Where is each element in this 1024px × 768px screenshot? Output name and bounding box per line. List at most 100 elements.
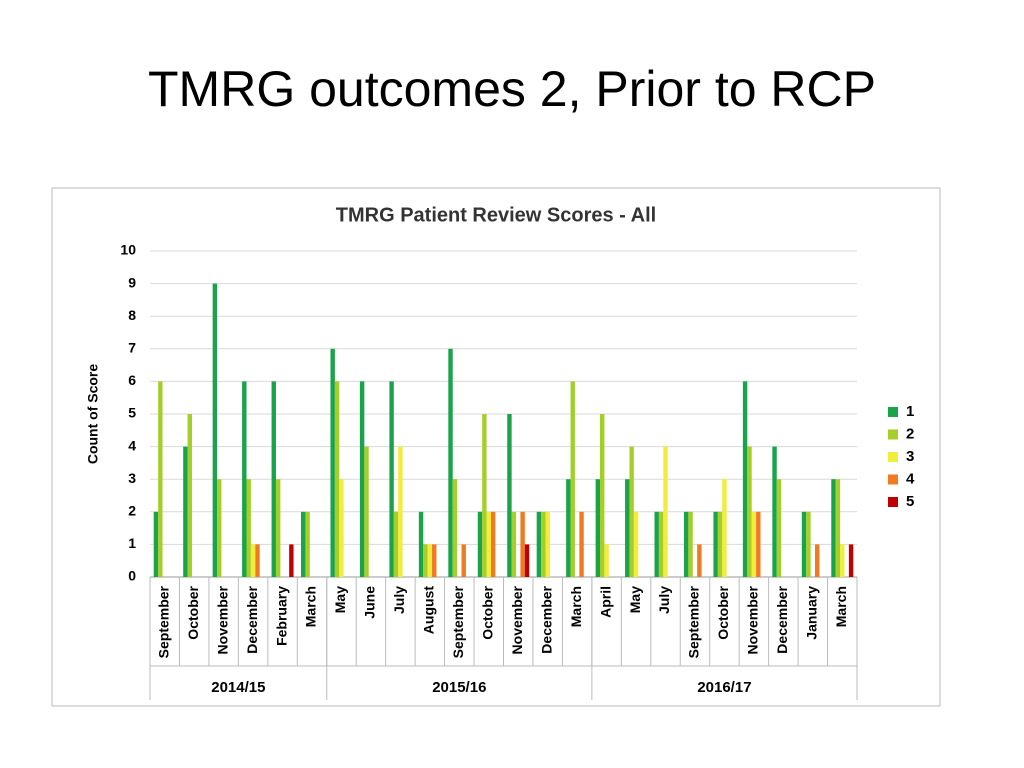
y-tick-label: 3 bbox=[128, 470, 136, 486]
bar bbox=[217, 479, 222, 577]
bar bbox=[713, 511, 718, 577]
legend-swatch bbox=[888, 452, 898, 462]
legend-label: 2 bbox=[906, 425, 914, 442]
legend-swatch bbox=[888, 474, 898, 485]
x-tick-label: November bbox=[509, 585, 525, 654]
bar bbox=[305, 511, 310, 577]
y-tick-label: 10 bbox=[120, 242, 136, 258]
x-tick-label: August bbox=[421, 586, 437, 635]
x-tick-label: September bbox=[686, 585, 702, 658]
bar bbox=[330, 348, 335, 577]
bar bbox=[432, 544, 437, 577]
x-tick-label: September bbox=[155, 585, 171, 658]
bar bbox=[334, 381, 340, 577]
x-tick-label: March bbox=[833, 586, 849, 627]
bar bbox=[271, 381, 276, 577]
bar bbox=[772, 446, 777, 577]
y-tick-label: 4 bbox=[128, 437, 136, 453]
legend-label: 1 bbox=[906, 403, 914, 420]
bar bbox=[595, 479, 601, 577]
bar bbox=[629, 446, 634, 577]
bar bbox=[359, 381, 365, 577]
bar bbox=[747, 446, 752, 577]
bar bbox=[158, 381, 163, 577]
bar bbox=[423, 544, 428, 577]
bar bbox=[389, 381, 394, 577]
bar bbox=[697, 544, 702, 577]
bar bbox=[801, 511, 807, 577]
x-tick-label: June bbox=[362, 586, 378, 619]
y-tick-label: 7 bbox=[128, 340, 136, 356]
bar bbox=[541, 511, 546, 577]
bar bbox=[835, 479, 841, 577]
legend-label: 4 bbox=[906, 470, 915, 487]
bar bbox=[507, 414, 512, 577]
legend-swatch bbox=[888, 497, 898, 507]
bar bbox=[545, 511, 550, 577]
x-tick-label: December bbox=[774, 585, 790, 653]
bar bbox=[570, 381, 575, 577]
bar bbox=[461, 544, 466, 577]
group-label: 2014/15 bbox=[211, 679, 265, 696]
bar bbox=[722, 479, 727, 577]
x-tick-label: January bbox=[804, 586, 820, 640]
y-tick-label: 0 bbox=[128, 568, 136, 584]
y-axis-label: Count of Score bbox=[85, 364, 101, 465]
y-tick-label: 9 bbox=[128, 274, 136, 290]
x-tick-label: October bbox=[479, 585, 495, 639]
bar bbox=[418, 511, 424, 577]
bar bbox=[604, 544, 609, 577]
bar bbox=[654, 511, 659, 577]
x-tick-label: October bbox=[185, 585, 201, 639]
bar bbox=[187, 414, 192, 577]
bar bbox=[511, 511, 517, 577]
bar bbox=[490, 511, 496, 577]
bar bbox=[275, 479, 281, 577]
bar bbox=[250, 544, 256, 577]
bar bbox=[742, 381, 748, 577]
bar bbox=[242, 381, 247, 577]
bar bbox=[625, 479, 630, 577]
group-label: 2015/16 bbox=[432, 679, 486, 696]
x-tick-label: December bbox=[244, 585, 260, 653]
bar bbox=[301, 511, 306, 577]
y-tick-label: 2 bbox=[128, 503, 136, 519]
y-tick-label: 6 bbox=[128, 372, 136, 388]
bar bbox=[520, 511, 525, 577]
bar bbox=[683, 511, 689, 577]
bar bbox=[806, 511, 811, 577]
bar bbox=[831, 479, 836, 577]
bar bbox=[756, 511, 761, 577]
bar bbox=[848, 544, 854, 577]
x-tick-label: March bbox=[568, 586, 584, 627]
bar bbox=[524, 544, 530, 577]
x-tick-label: April bbox=[597, 586, 613, 618]
x-tick-label: July bbox=[391, 586, 407, 614]
x-tick-label: February bbox=[273, 586, 289, 646]
bar bbox=[289, 544, 294, 577]
bar bbox=[486, 511, 491, 577]
bar bbox=[153, 511, 159, 577]
bar bbox=[633, 511, 639, 577]
bar bbox=[536, 511, 542, 577]
bar bbox=[398, 446, 403, 577]
bar bbox=[246, 479, 251, 577]
bar bbox=[183, 446, 188, 577]
bar bbox=[364, 446, 369, 577]
bar bbox=[255, 544, 260, 577]
bar bbox=[452, 479, 458, 577]
bar bbox=[658, 511, 664, 577]
bar bbox=[717, 511, 723, 577]
x-tick-label: July bbox=[656, 586, 672, 614]
y-tick-label: 8 bbox=[128, 307, 136, 323]
bar bbox=[477, 511, 483, 577]
bar bbox=[751, 511, 757, 577]
y-tick-label: 5 bbox=[128, 405, 136, 421]
legend-label: 5 bbox=[906, 493, 914, 510]
bar bbox=[840, 544, 845, 577]
bar bbox=[776, 479, 782, 577]
x-tick-label: November bbox=[745, 585, 761, 654]
bar bbox=[427, 544, 433, 577]
